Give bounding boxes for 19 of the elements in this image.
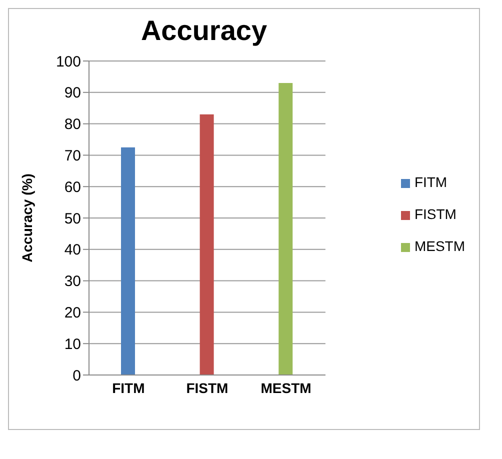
- y-tick-label: 10: [64, 336, 81, 353]
- x-tick-label: FISTM: [186, 380, 228, 396]
- y-tick-label: 70: [64, 148, 81, 165]
- legend-label: FITM: [414, 174, 448, 190]
- y-tick-label: 50: [64, 210, 81, 228]
- y-tick-label: 40: [64, 242, 81, 259]
- chart-title: Accuracy: [140, 15, 268, 47]
- x-tick-label: FITM: [112, 380, 145, 396]
- y-tick-label: 90: [64, 84, 81, 102]
- legend-label: MESTM: [414, 238, 465, 254]
- y-axis-title: Accuracy (%): [18, 174, 35, 262]
- y-tick-label: 60: [64, 178, 81, 196]
- y-tick-label: 80: [64, 116, 81, 134]
- y-tick-label: 100: [56, 53, 81, 70]
- legend-label: FISTM: [414, 206, 456, 222]
- y-tick-label: 20: [64, 304, 81, 322]
- y-tick-label: 30: [64, 273, 81, 290]
- y-tick-label: 0: [72, 367, 81, 384]
- x-tick-label: MESTM: [260, 380, 312, 396]
